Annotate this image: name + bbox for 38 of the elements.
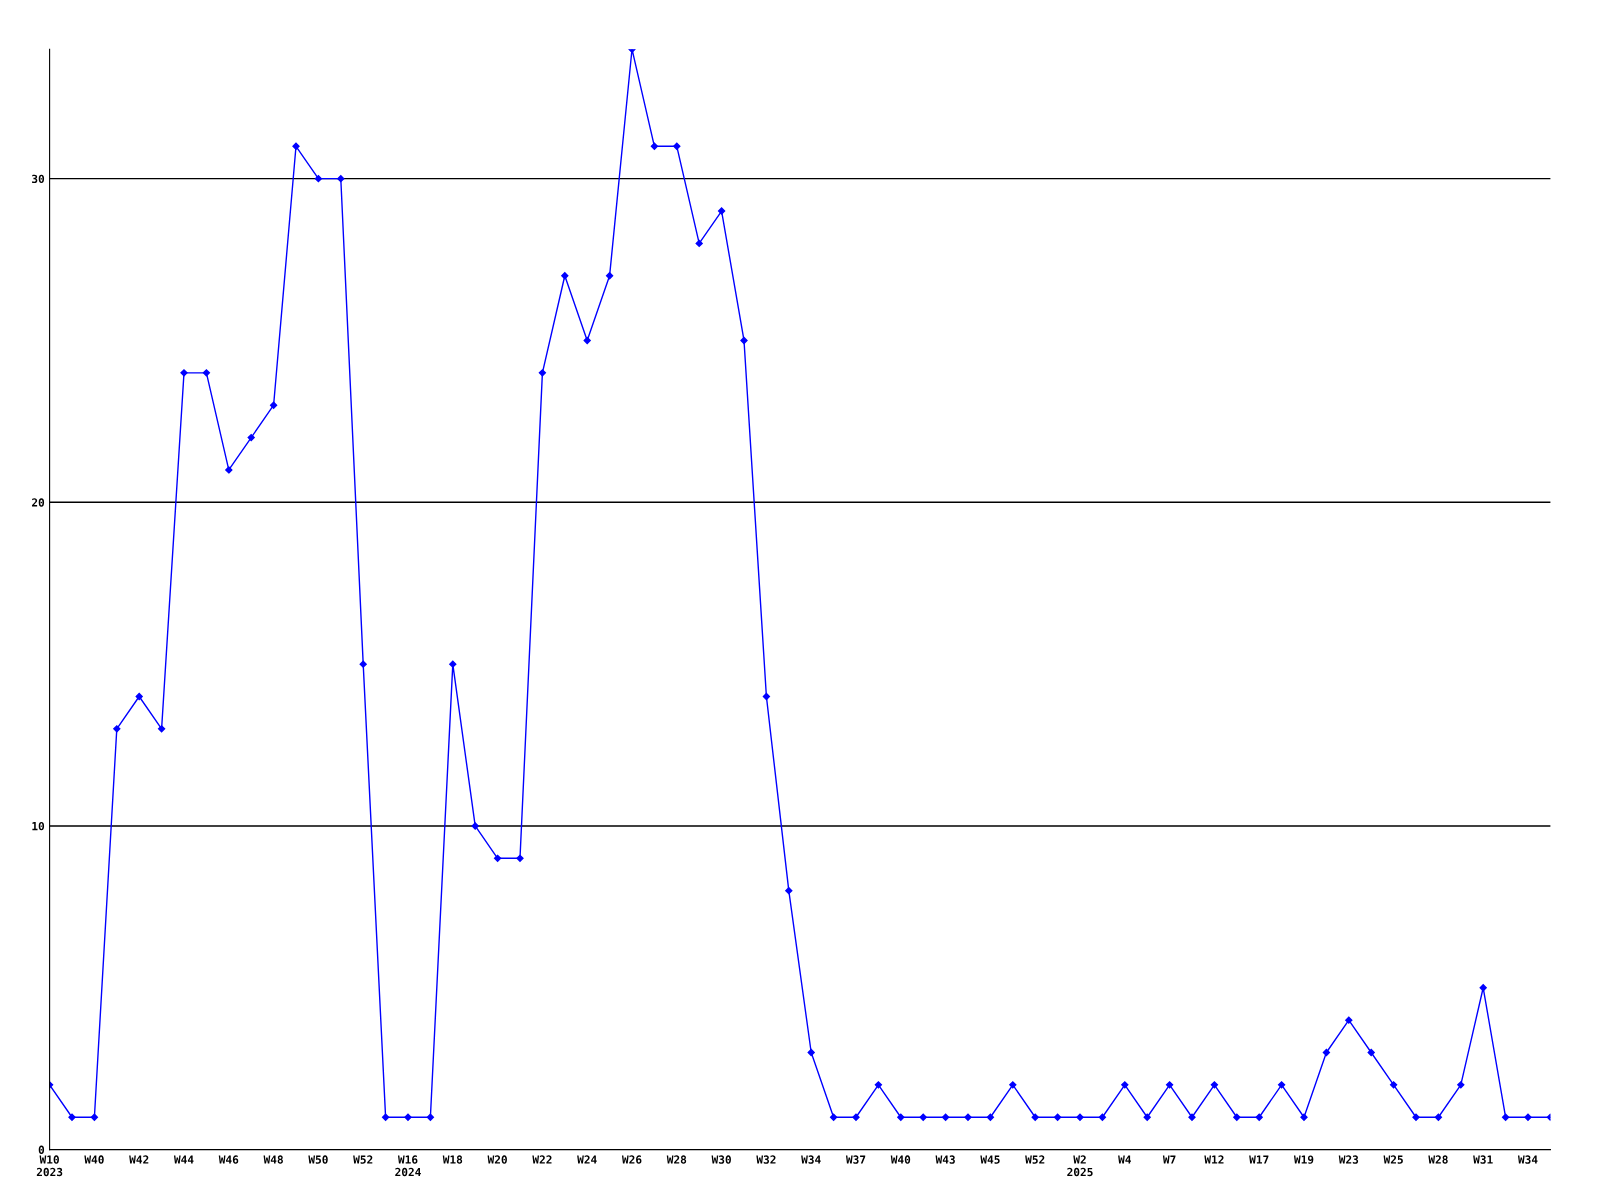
x-tick-label: W12 — [1204, 1155, 1224, 1164]
x-tick-label: W30 — [711, 1155, 731, 1164]
x-tick-label: W22 — [532, 1155, 552, 1164]
x-tick-label: W7 — [1162, 1155, 1176, 1164]
x-tick-label: W10 2023 — [36, 1155, 63, 1177]
x-tick-label: W37 — [845, 1155, 866, 1164]
x-tick-label: W25 — [1383, 1155, 1403, 1164]
x-tick-label: W20 — [487, 1155, 507, 1164]
x-tick-label: W45 — [980, 1155, 1000, 1164]
x-tick-label: W40 — [84, 1155, 104, 1164]
y-tick-label: 20 — [31, 498, 45, 507]
x-tick-label: W48 — [263, 1155, 283, 1164]
x-tick-label: W16 2024 — [395, 1155, 421, 1177]
x-tick-label: W19 — [1293, 1155, 1314, 1164]
x-tick-label: W2 2025 — [1067, 1155, 1093, 1177]
x-tick-label: W44 — [173, 1155, 194, 1164]
x-tick-label: W52 — [1025, 1155, 1045, 1164]
x-tick-label: W34 — [1517, 1155, 1538, 1164]
x-tick-label: W40 — [890, 1155, 911, 1164]
y-tick-label: 0 — [38, 1145, 45, 1154]
x-tick-label: W34 — [801, 1155, 821, 1164]
x-tick-label: W43 — [935, 1155, 955, 1164]
x-tick-label: W23 — [1338, 1155, 1359, 1164]
x-tick-label: W32 — [756, 1155, 776, 1164]
y-tick-label: 30 — [32, 174, 45, 184]
x-tick-label: W28 — [666, 1155, 687, 1164]
x-tick-label: W50 — [308, 1155, 328, 1164]
x-tick-label: W17 — [1249, 1155, 1269, 1164]
x-tick-label: W24 — [577, 1155, 597, 1164]
x-tick-label: W26 — [621, 1155, 642, 1164]
x-tick-label: W52 — [353, 1155, 373, 1164]
x-tick-label: W42 — [129, 1155, 149, 1164]
x-tick-label: W18 — [442, 1155, 463, 1164]
x-tick-label: W46 — [218, 1155, 239, 1164]
x-tick-label: W4 — [1118, 1155, 1131, 1164]
y-tick-label: 10 — [32, 821, 45, 831]
x-tick-label: W31 — [1473, 1155, 1493, 1164]
x-tick-label: W28 — [1428, 1155, 1448, 1164]
